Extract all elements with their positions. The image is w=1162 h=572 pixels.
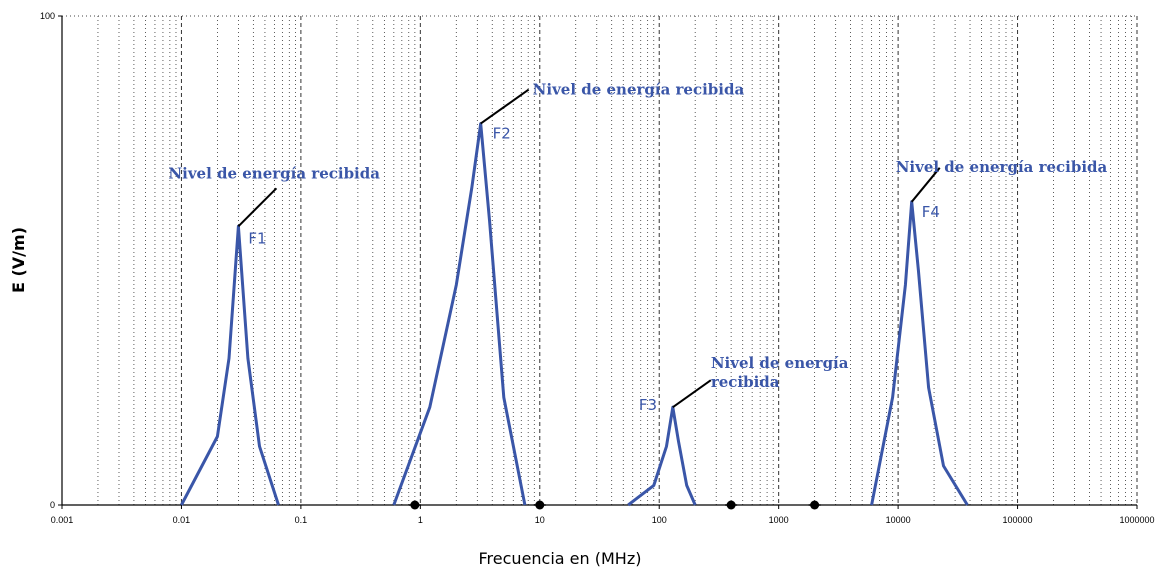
peak-label-f3: F3 xyxy=(639,396,657,414)
y-tick-label: 0 xyxy=(50,500,55,510)
x-tick-label: 100 xyxy=(652,515,667,525)
callout-text-f3: recibida xyxy=(711,373,780,391)
leader-line-f2 xyxy=(480,88,530,125)
x-tick-label: 1 xyxy=(418,515,423,525)
leader-line-f4 xyxy=(910,167,941,203)
series-line-f3 xyxy=(627,405,697,507)
x-tick-label: 100000 xyxy=(1003,515,1033,525)
series-line-f1 xyxy=(180,224,280,506)
y-tick-label: 100 xyxy=(40,11,55,21)
x-tick-label: 10 xyxy=(535,515,545,525)
x-tick-label: 0.01 xyxy=(173,515,191,525)
peak-label-f2: F2 xyxy=(493,125,511,143)
annotations: Nivel de energía recibida F1 Nivel de ener… xyxy=(168,81,1107,415)
tick-labels: 0.001 0.01 0.1 1 10 100 1000 10000 100000 1000000… xyxy=(40,11,1155,525)
x-tick-label: 0.1 xyxy=(295,515,308,525)
x-tick-label: 0.001 xyxy=(51,515,74,525)
callout-text-f3: Nivel de energía xyxy=(711,354,849,372)
series-line-f4 xyxy=(870,200,969,506)
x-tick-label: 1000 xyxy=(769,515,789,525)
peak-label-f1: F1 xyxy=(248,229,266,247)
markers xyxy=(408,500,821,510)
x-axis-title: Frecuencia en (MHz) xyxy=(479,549,642,568)
leader-line-f3 xyxy=(672,379,712,409)
x-tick-label: 1000000 xyxy=(1119,515,1154,525)
callout-text-f2: Nivel de energía recibida xyxy=(533,81,745,99)
series-line-f2 xyxy=(392,122,527,506)
series xyxy=(180,122,969,507)
callout-text-f4: Nivel de energía recibida xyxy=(896,158,1108,176)
callout-text-f1: Nivel de energía recibida xyxy=(168,164,380,182)
axes xyxy=(61,16,1137,506)
y-axis-title: E (V/m) xyxy=(9,227,28,293)
leader-line-f1 xyxy=(237,187,278,227)
x-tick-label: 10000 xyxy=(886,515,911,525)
grid xyxy=(61,15,1138,505)
peak-label-f4: F4 xyxy=(922,203,940,221)
